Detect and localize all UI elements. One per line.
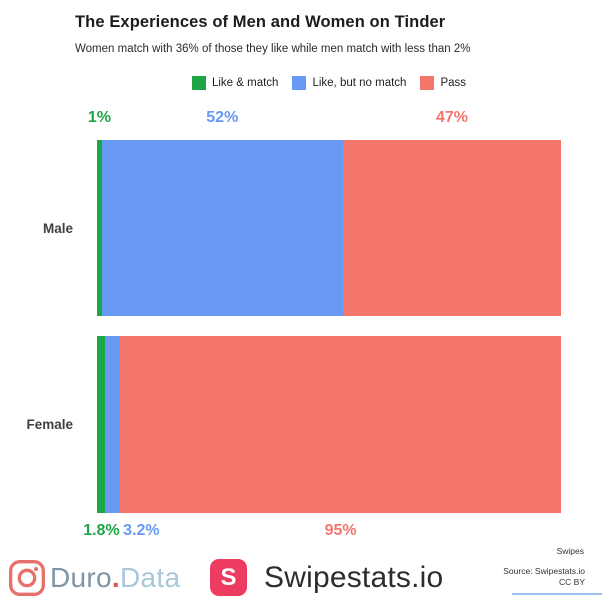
decorative-line bbox=[512, 593, 602, 595]
data-text: Data bbox=[119, 562, 181, 593]
value-label: 1.8% bbox=[83, 522, 120, 539]
duro-data-wordmark: Duro.Data bbox=[50, 562, 180, 594]
duro-text: Duro bbox=[50, 562, 112, 593]
value-label-track: 1.8% 3.2% 95% bbox=[83, 522, 561, 542]
value-label-track: 1% 52% 47% bbox=[88, 109, 561, 129]
legend: Like & match Like, but no match Pass bbox=[97, 76, 561, 90]
bar-row-female bbox=[97, 336, 561, 513]
legend-item: Like, but no match bbox=[292, 76, 406, 90]
bar-segment bbox=[105, 336, 121, 513]
legend-item: Pass bbox=[420, 76, 466, 90]
category-label: Female bbox=[26, 417, 73, 432]
category-label: Male bbox=[42, 220, 73, 236]
legend-label: Like, but no match bbox=[312, 77, 407, 89]
bar-segment bbox=[97, 336, 106, 513]
swipes-note: Swipes bbox=[556, 546, 584, 556]
legend-swatch-icon bbox=[292, 76, 307, 90]
legend-label: Like & match bbox=[211, 77, 279, 89]
duro-dot: . bbox=[111, 562, 120, 593]
duro-data-logo: Duro.Data bbox=[7, 558, 180, 598]
value-label: 47% bbox=[435, 109, 468, 126]
bar-segment bbox=[342, 140, 561, 316]
bar-row-male bbox=[97, 140, 561, 316]
value-label: 1% bbox=[87, 109, 111, 126]
value-label: 95% bbox=[324, 522, 357, 539]
legend-item: Like & match bbox=[191, 76, 279, 90]
swipestats-badge-icon: S bbox=[210, 559, 247, 596]
swipestats-logo: S Swipestats.io bbox=[210, 559, 443, 596]
camera-icon bbox=[9, 560, 46, 597]
bar-segment bbox=[101, 140, 343, 316]
legend-swatch-icon bbox=[420, 76, 435, 90]
chart-title: The Experiences of Men and Women on Tind… bbox=[75, 13, 446, 31]
bar-segment bbox=[97, 140, 102, 316]
bar-segment bbox=[120, 336, 561, 513]
chart-subtitle: Women match with 36% of those they like … bbox=[75, 43, 471, 55]
swipestats-brand: Swipestats.io bbox=[264, 560, 444, 594]
source-attribution: Source: Swipestats.io CC BY bbox=[503, 566, 585, 588]
source-line: Source: Swipestats.io bbox=[503, 566, 585, 576]
value-label: 52% bbox=[206, 109, 239, 126]
legend-label: Pass bbox=[440, 77, 467, 89]
value-label: 3.2% bbox=[123, 522, 160, 539]
legend-swatch-icon bbox=[191, 76, 206, 90]
license-line: CC BY bbox=[559, 577, 585, 588]
